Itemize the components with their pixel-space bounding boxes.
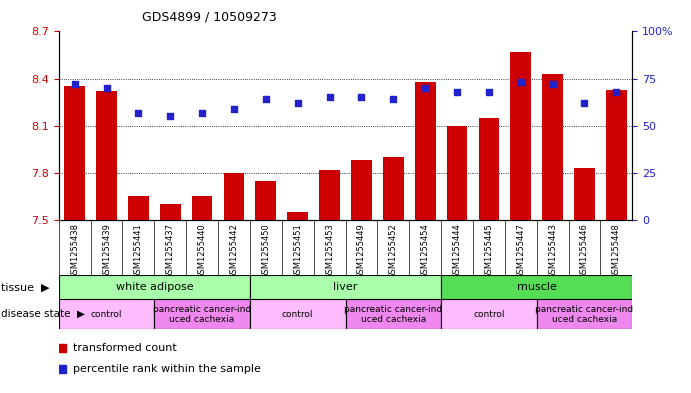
Text: tissue  ▶: tissue ▶	[1, 282, 50, 292]
Text: pancreatic cancer-ind
uced cachexia: pancreatic cancer-ind uced cachexia	[536, 305, 634, 324]
Point	[223, 216, 234, 222]
Bar	[351, 160, 372, 220]
Point	[324, 94, 335, 101]
Bar	[383, 157, 404, 220]
Text: GSM1255438: GSM1255438	[70, 223, 79, 279]
Point	[196, 109, 207, 116]
Bar	[160, 204, 180, 220]
Bar	[59, 275, 250, 299]
Text: white adipose: white adipose	[115, 282, 193, 292]
Text: GSM1255449: GSM1255449	[357, 223, 366, 279]
Point	[133, 109, 144, 116]
Bar	[192, 196, 212, 220]
Bar	[346, 299, 441, 329]
Text: GSM1255454: GSM1255454	[421, 223, 430, 279]
Bar	[441, 299, 537, 329]
Text: muscle: muscle	[517, 282, 557, 292]
Text: GSM1255448: GSM1255448	[612, 223, 621, 279]
Text: transformed count: transformed count	[73, 343, 177, 353]
Text: GSM1255445: GSM1255445	[484, 223, 493, 279]
Bar	[96, 91, 117, 220]
Bar	[287, 212, 308, 220]
Point	[356, 94, 367, 101]
Bar	[479, 118, 499, 220]
Bar	[606, 90, 627, 220]
Bar	[154, 299, 250, 329]
Text: GSM1255437: GSM1255437	[166, 223, 175, 279]
Bar	[415, 82, 435, 220]
Point	[611, 89, 622, 95]
Text: GSM1255450: GSM1255450	[261, 223, 270, 279]
Text: GSM1255452: GSM1255452	[389, 223, 398, 279]
Bar	[574, 168, 595, 220]
Text: control: control	[91, 310, 122, 319]
Text: disease state  ▶: disease state ▶	[1, 309, 86, 319]
Bar	[446, 126, 467, 220]
Bar	[319, 170, 340, 220]
Point	[229, 106, 240, 112]
Point	[483, 89, 494, 95]
Bar	[537, 299, 632, 329]
Bar	[59, 299, 154, 329]
Bar	[256, 181, 276, 220]
Bar	[542, 74, 563, 220]
Point	[223, 30, 234, 37]
Text: pancreatic cancer-ind
uced cachexia: pancreatic cancer-ind uced cachexia	[344, 305, 442, 324]
Text: control: control	[282, 310, 314, 319]
Text: GSM1255444: GSM1255444	[453, 223, 462, 279]
Text: GSM1255441: GSM1255441	[134, 223, 143, 279]
Bar	[128, 196, 149, 220]
Point	[261, 96, 272, 103]
Text: GSM1255442: GSM1255442	[229, 223, 238, 279]
Bar	[250, 275, 441, 299]
Point	[164, 113, 176, 119]
Point	[515, 79, 527, 86]
Point	[419, 85, 430, 91]
Text: GSM1255440: GSM1255440	[198, 223, 207, 279]
Text: pancreatic cancer-ind
uced cachexia: pancreatic cancer-ind uced cachexia	[153, 305, 252, 324]
Point	[579, 100, 590, 106]
Point	[292, 100, 303, 106]
Text: GSM1255443: GSM1255443	[548, 223, 557, 279]
Bar	[64, 86, 85, 220]
Text: GSM1255439: GSM1255439	[102, 223, 111, 279]
Bar	[511, 52, 531, 220]
Text: GDS4899 / 10509273: GDS4899 / 10509273	[142, 11, 276, 24]
Text: GSM1255447: GSM1255447	[516, 223, 525, 279]
Point	[69, 81, 80, 87]
Point	[388, 96, 399, 103]
Text: control: control	[473, 310, 504, 319]
Bar	[250, 299, 346, 329]
Point	[451, 89, 462, 95]
Bar	[441, 275, 632, 299]
Text: GSM1255451: GSM1255451	[293, 223, 302, 279]
Text: GSM1255453: GSM1255453	[325, 223, 334, 279]
Point	[101, 85, 112, 91]
Point	[547, 81, 558, 87]
Text: GSM1255446: GSM1255446	[580, 223, 589, 279]
Text: percentile rank within the sample: percentile rank within the sample	[73, 364, 261, 374]
Bar	[224, 173, 245, 220]
Text: liver: liver	[333, 282, 358, 292]
